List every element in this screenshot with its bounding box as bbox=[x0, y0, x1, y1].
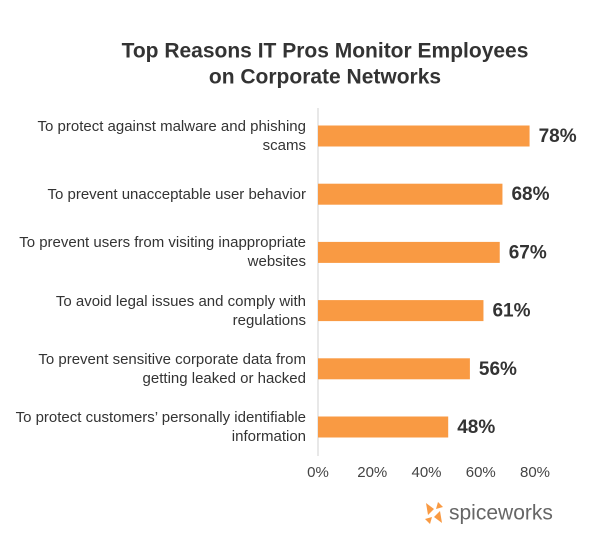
bar bbox=[318, 300, 484, 322]
logo-icon bbox=[425, 502, 443, 524]
category-label: To prevent sensitive corporate data from… bbox=[38, 350, 306, 387]
bar bbox=[318, 183, 503, 205]
value-label: 48% bbox=[457, 417, 495, 438]
bar bbox=[318, 358, 470, 380]
x-tick-label: 80% bbox=[520, 464, 550, 481]
value-label: 56% bbox=[479, 359, 517, 380]
bar bbox=[318, 416, 449, 438]
x-tick-label: 40% bbox=[411, 464, 441, 481]
value-label: 68% bbox=[511, 184, 549, 205]
logo-text: spiceworks bbox=[449, 502, 553, 525]
value-label: 78% bbox=[539, 126, 577, 147]
x-tick-label: 60% bbox=[466, 464, 496, 481]
value-label: 67% bbox=[509, 242, 547, 263]
category-label: To prevent users from visiting inappropr… bbox=[19, 234, 306, 271]
category-label: To prevent unacceptable user behavior bbox=[47, 185, 306, 203]
chart-title: Top Reasons IT Pros Monitor Employees bbox=[122, 40, 529, 63]
x-tick-label: 20% bbox=[357, 464, 387, 481]
bar bbox=[318, 241, 500, 263]
category-label: To protect customers’ personally identif… bbox=[15, 409, 306, 445]
category-label: To protect against malware and phishing … bbox=[37, 118, 307, 154]
bar bbox=[318, 125, 530, 147]
x-tick-label: 0% bbox=[307, 464, 329, 481]
chart-title: on Corporate Networks bbox=[209, 66, 441, 89]
category-label: To avoid legal issues and comply with re… bbox=[55, 292, 306, 329]
value-label: 61% bbox=[492, 301, 530, 322]
